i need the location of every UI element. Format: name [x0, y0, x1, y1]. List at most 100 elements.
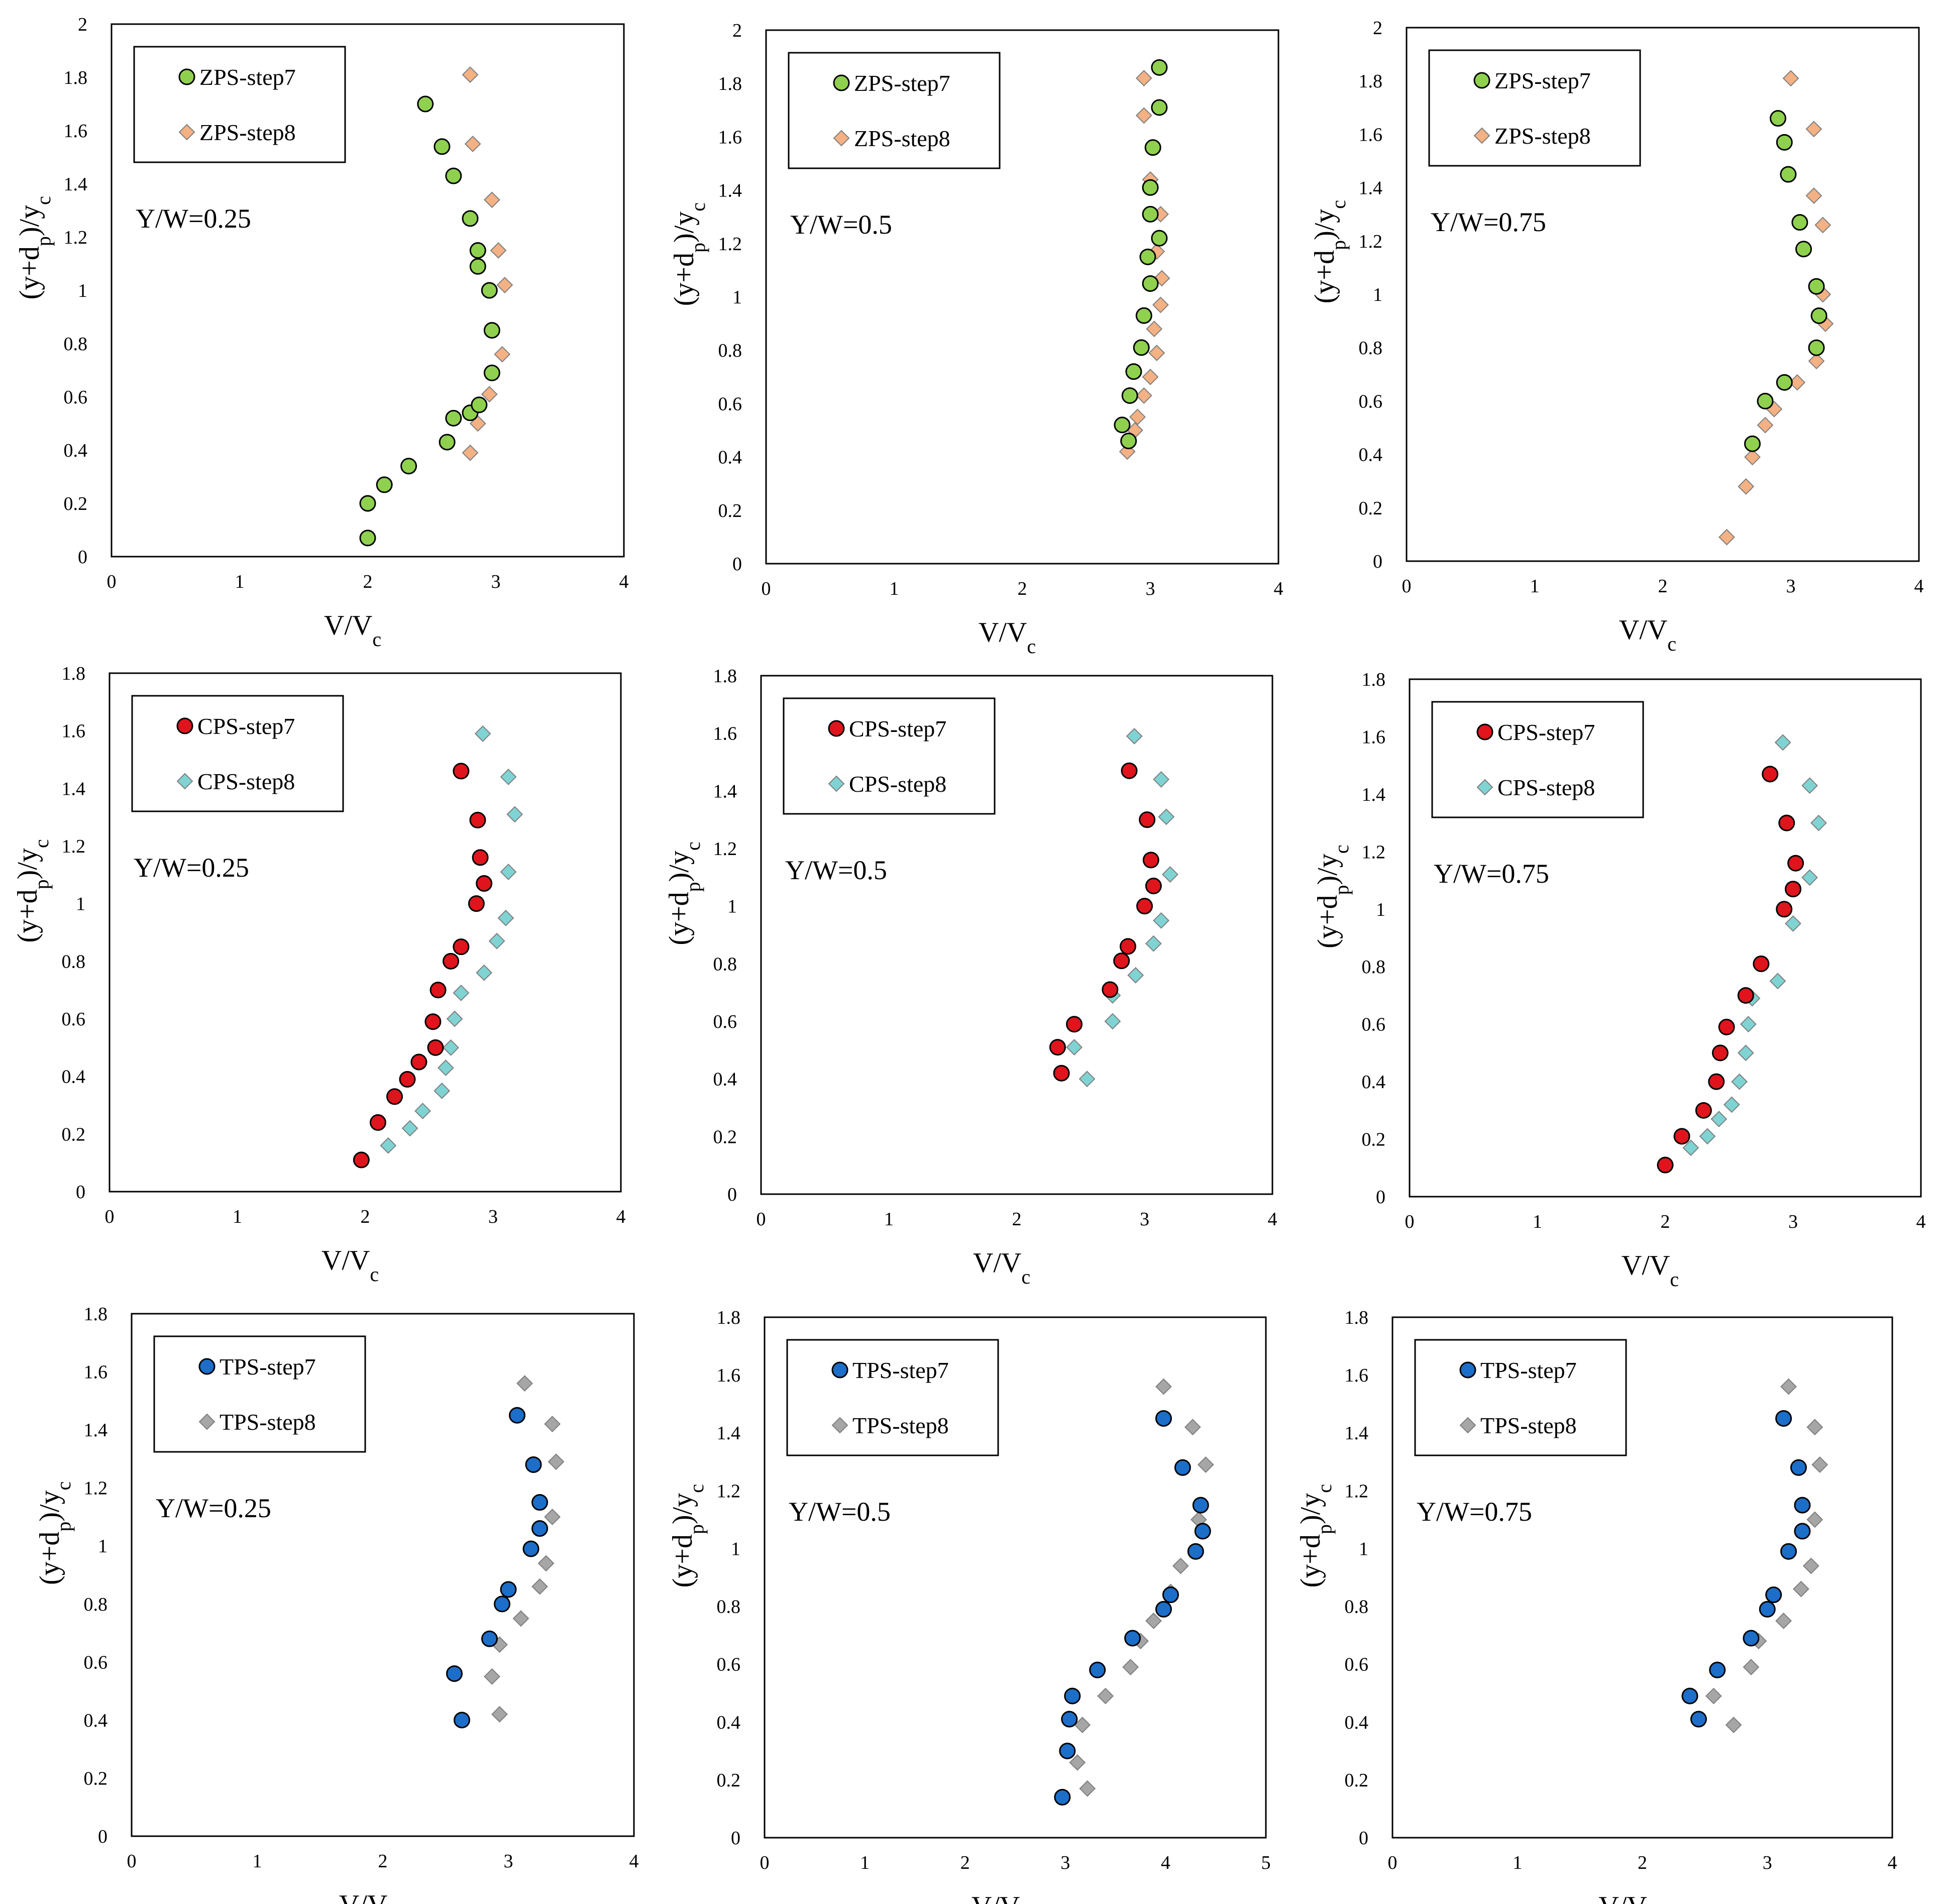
data-point: [522, 1540, 540, 1557]
data-point: [500, 1581, 517, 1598]
y-tick-label: 0.2: [718, 500, 742, 521]
legend-entry-label: TPS-step8: [220, 1409, 316, 1435]
data-point: [1079, 1071, 1096, 1088]
position-annotation: Y/W=0.75: [1431, 207, 1546, 237]
legend-marker: [1473, 72, 1490, 89]
y-tick-label: 0.2: [713, 1126, 737, 1147]
series-CPS-step8: [1682, 734, 1827, 1156]
data-point: [500, 864, 517, 881]
data-point: [1731, 1073, 1748, 1090]
data-point: [1744, 435, 1761, 452]
y-axis-label: (y+dp)/yc: [14, 196, 55, 299]
data-point: [429, 982, 447, 999]
x-tick-label: 0: [127, 1851, 137, 1872]
data-point: [1142, 179, 1159, 196]
position-annotation: Y/W=0.5: [790, 209, 892, 240]
data-point: [1695, 1102, 1712, 1119]
series-ZPS-step7: [1744, 110, 1827, 452]
y-tick-label: 1.4: [1362, 784, 1386, 805]
legend-entry-label: ZPS-step8: [1494, 123, 1591, 149]
data-point: [1762, 766, 1779, 783]
x-tick-label: 3: [1060, 1852, 1070, 1873]
series-CPS-step7: [1049, 762, 1162, 1082]
data-point: [491, 1706, 508, 1723]
data-point: [462, 444, 479, 461]
data-point: [525, 1456, 542, 1473]
data-point: [531, 1578, 548, 1595]
data-point: [1776, 901, 1793, 918]
x-tick-label: 3: [1763, 1852, 1772, 1873]
x-axis-label: V/Vc: [1598, 1891, 1656, 1904]
data-point: [1737, 987, 1754, 1004]
data-point: [359, 495, 376, 512]
x-axis-label: V/Vc: [1619, 614, 1676, 655]
y-tick-label: 1.4: [84, 1420, 108, 1441]
y-tick-label: 0: [731, 1828, 740, 1849]
data-point: [1074, 1717, 1091, 1733]
legend-marker: [1476, 779, 1493, 796]
data-point: [1787, 855, 1804, 872]
data-point: [516, 1375, 533, 1392]
y-tick-label: 1.6: [1345, 1365, 1369, 1386]
data-point: [437, 1060, 454, 1076]
data-point: [386, 1088, 403, 1105]
data-point: [453, 984, 470, 1001]
data-point: [496, 276, 513, 293]
data-point: [1139, 811, 1156, 828]
data-point: [1148, 345, 1165, 361]
legend-box: [131, 695, 344, 812]
y-tick-label: 1.8: [718, 73, 742, 94]
y-tick-label: 0: [727, 1184, 737, 1205]
legend-entry-label: ZPS-step7: [199, 64, 296, 90]
data-point: [1153, 912, 1169, 929]
y-tick-label: 2: [1373, 18, 1382, 39]
legend-box: [1414, 1339, 1627, 1456]
data-point: [483, 364, 500, 381]
x-tick-label: 0: [1402, 576, 1412, 597]
data-point: [427, 1039, 444, 1056]
y-tick-label: 0.6: [713, 1011, 737, 1032]
data-point: [1122, 1659, 1139, 1675]
plot-area: [1391, 1316, 1893, 1839]
x-tick-label: 3: [491, 571, 501, 592]
x-tick-label: 2: [361, 1206, 370, 1227]
data-point: [1155, 1410, 1172, 1427]
data-point: [1064, 1687, 1081, 1705]
data-point: [1708, 1073, 1725, 1090]
data-point: [1782, 70, 1799, 87]
legend-box: [133, 46, 346, 163]
data-point: [1795, 241, 1812, 258]
legend-entry-label: TPS-step7: [1480, 1357, 1577, 1383]
legend: CPS-step7 CPS-step8: [1431, 701, 1644, 818]
legend-entry-label: CPS-step7: [849, 716, 946, 742]
x-tick-label: 0: [762, 578, 771, 599]
x-axis-label: V/Vc: [321, 1245, 379, 1286]
x-tick-label: 2: [1012, 1209, 1022, 1230]
y-tick-label: 0.2: [64, 493, 88, 514]
y-tick-label: 0.8: [62, 951, 86, 972]
data-point: [359, 530, 376, 547]
y-axis-label: (y+dp)/yc: [1309, 200, 1350, 303]
data-point: [1794, 1523, 1811, 1540]
legend-entry-label: ZPS-step8: [199, 120, 296, 145]
data-point: [1743, 1659, 1760, 1675]
y-tick-label: 0: [76, 1182, 85, 1203]
data-point: [1810, 307, 1827, 324]
y-tick-label: 1: [1359, 1538, 1368, 1559]
position-annotation: Y/W=0.5: [789, 1497, 891, 1527]
x-tick-label: 4: [1914, 576, 1924, 597]
data-point: [1705, 1687, 1722, 1705]
x-tick-label: 3: [1140, 1209, 1149, 1230]
series-ZPS-step7: [1114, 59, 1168, 450]
y-tick-label: 1.6: [64, 121, 88, 142]
data-point: [1144, 139, 1161, 156]
y-tick-label: 1.8: [1345, 1307, 1369, 1328]
data-point: [417, 95, 434, 113]
x-axis-label: V/Vc: [1622, 1250, 1679, 1291]
data-point: [443, 1039, 459, 1056]
data-point: [1089, 1661, 1106, 1678]
data-point: [1146, 321, 1163, 338]
y-tick-label: 1.4: [717, 1423, 741, 1444]
x-tick-label: 4: [619, 571, 629, 592]
legend-marker: [176, 717, 193, 734]
